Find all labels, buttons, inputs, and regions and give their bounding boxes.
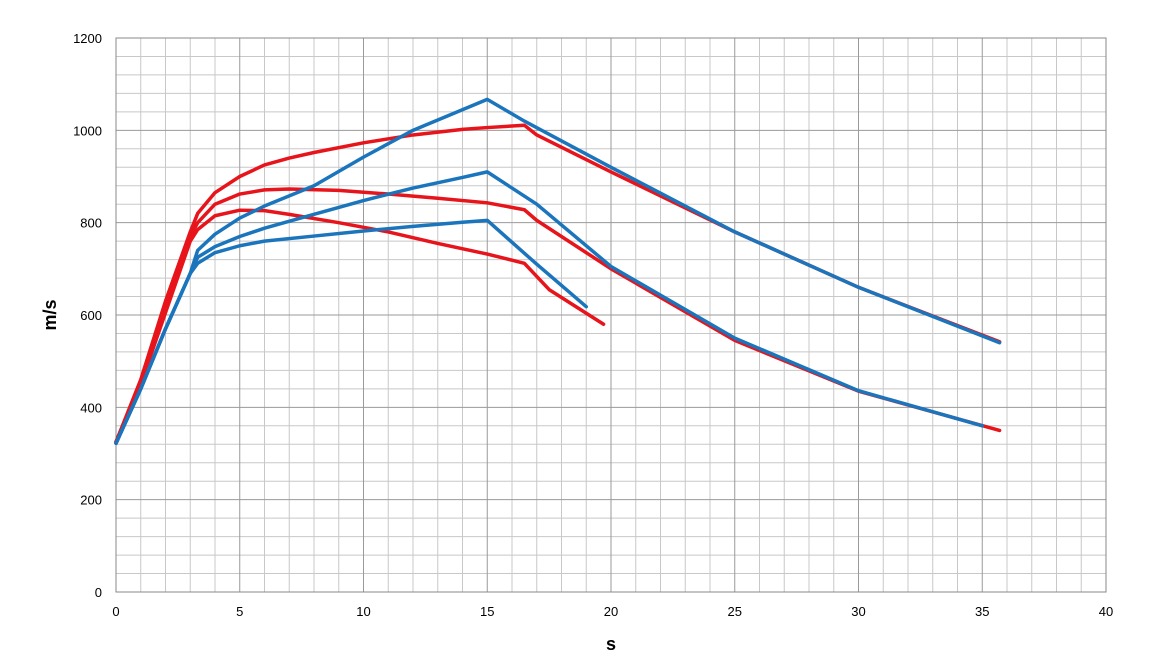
x-tick-label: 40 <box>1099 604 1113 619</box>
x-tick-label: 20 <box>604 604 618 619</box>
x-tick-label: 30 <box>851 604 865 619</box>
y-axis-title: m/s <box>40 299 60 330</box>
y-tick-label: 1200 <box>73 31 102 46</box>
x-tick-label: 5 <box>236 604 243 619</box>
series-line-6 <box>114 218 588 446</box>
y-tick-label: 200 <box>80 493 102 508</box>
series-line-2 <box>114 187 1002 444</box>
x-tick-label: 0 <box>112 604 119 619</box>
y-tick-label: 400 <box>80 400 102 415</box>
x-axis-title: s <box>606 634 616 654</box>
y-tick-label: 600 <box>80 308 102 323</box>
series-line-1 <box>114 123 1002 444</box>
series-line-5 <box>114 170 984 446</box>
y-tick-label: 1000 <box>73 123 102 138</box>
plot-area-border <box>115 37 1107 593</box>
series-line-3 <box>114 208 606 444</box>
x-tick-label: 15 <box>480 604 494 619</box>
y-axis-ticks: 0 200 400 600 800 1000 1200 <box>73 31 102 600</box>
x-tick-label: 35 <box>975 604 989 619</box>
x-axis-ticks: 0 5 10 15 20 25 30 35 40 <box>112 604 1113 619</box>
y-tick-label: 0 <box>95 585 102 600</box>
series-layer <box>114 97 1002 446</box>
x-tick-label: 10 <box>356 604 370 619</box>
x-tick-label: 25 <box>728 604 742 619</box>
y-tick-label: 800 <box>80 216 102 231</box>
